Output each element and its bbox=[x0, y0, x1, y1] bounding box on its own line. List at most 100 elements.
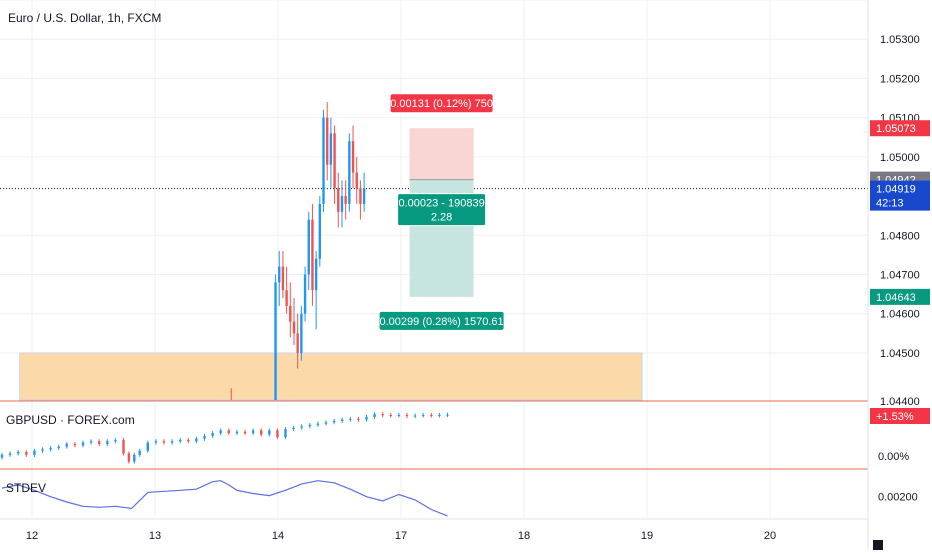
stdev-indicator-label: STDEV bbox=[6, 481, 46, 495]
compare-candle-body bbox=[179, 439, 182, 442]
compare-candle-body bbox=[211, 433, 214, 436]
candle-24 bbox=[362, 172, 366, 212]
candle-body bbox=[274, 282, 277, 400]
candle-body bbox=[300, 313, 303, 353]
compare-candles bbox=[0, 412, 449, 464]
compare-candle-21 bbox=[162, 439, 166, 445]
compare-candle-4 bbox=[33, 448, 36, 457]
compare-candle-46 bbox=[365, 414, 368, 422]
compare-candle-31 bbox=[243, 429, 247, 436]
candle-body bbox=[337, 188, 340, 212]
compare-candle-body bbox=[446, 414, 449, 416]
risk-reward-label-line2: 2.28 bbox=[431, 212, 452, 224]
compare-candle-20 bbox=[154, 439, 158, 445]
candle-body bbox=[285, 290, 288, 306]
price-tick-label-2: 1.05200 bbox=[880, 73, 920, 85]
compare-candle-body bbox=[324, 422, 328, 424]
compare-symbol-label: GBPUSD · FOREX.com bbox=[6, 413, 135, 427]
candle-17 bbox=[337, 172, 340, 228]
compare-candle-11 bbox=[89, 439, 93, 445]
time-tick-label-0: 12 bbox=[26, 530, 38, 542]
compare-candle-1 bbox=[8, 451, 12, 457]
stop-price-tag-box bbox=[870, 120, 930, 137]
stop-loss-label-box bbox=[390, 94, 493, 113]
candle-3 bbox=[285, 266, 288, 314]
candle-body bbox=[355, 172, 358, 189]
compare-candle-body bbox=[349, 418, 352, 420]
compare-candle-48 bbox=[381, 412, 384, 417]
compare-change-tag-box bbox=[870, 408, 930, 424]
candle-13 bbox=[322, 109, 325, 212]
compare-candle-body bbox=[308, 425, 311, 427]
compare-candle-32 bbox=[251, 428, 255, 436]
compare-candle-body bbox=[154, 441, 158, 443]
compare-candle-45 bbox=[357, 416, 360, 422]
candle-6 bbox=[296, 313, 299, 369]
stop-price-tag: 1.05073 bbox=[876, 123, 916, 135]
compare-candle-2 bbox=[17, 450, 20, 456]
compare-candle-body bbox=[300, 426, 303, 428]
compare-candle-body bbox=[187, 439, 190, 442]
compare-candle-body bbox=[422, 415, 425, 416]
compare-candle-body bbox=[389, 415, 392, 416]
candle-body bbox=[348, 141, 351, 204]
compare-candle-12 bbox=[98, 439, 101, 446]
compare-candle-35 bbox=[276, 428, 279, 440]
compare-candle-body bbox=[251, 430, 255, 434]
compare-candle-44 bbox=[349, 416, 352, 422]
pane-dividers bbox=[0, 400, 932, 520]
compare-candle-body bbox=[357, 418, 360, 420]
compare-candle-14 bbox=[114, 437, 117, 444]
compare-candle-51 bbox=[405, 413, 409, 419]
stdev-axis-tick: 0.00200 bbox=[878, 492, 918, 504]
time-tick-label-1: 13 bbox=[149, 530, 161, 542]
compare-candle-47 bbox=[373, 412, 376, 419]
price-tick-label-8: 1.04500 bbox=[880, 348, 920, 360]
candle-body bbox=[344, 196, 347, 204]
target-price-tag-box bbox=[870, 288, 930, 305]
candle-body bbox=[303, 274, 307, 314]
price-tick-hidden-fragment: 1.04400 bbox=[880, 396, 920, 408]
bar-countdown: 42:13 bbox=[876, 198, 904, 210]
compare-candle-body bbox=[49, 448, 52, 450]
candle-body bbox=[333, 133, 336, 189]
candle-body bbox=[296, 333, 299, 353]
stop-loss-zone[interactable] bbox=[409, 128, 474, 180]
compare-candle-37 bbox=[292, 425, 295, 432]
compare-candle-body bbox=[316, 423, 320, 426]
compare-candle-body bbox=[438, 415, 441, 416]
compare-candle-body bbox=[284, 429, 287, 438]
candle-body bbox=[362, 188, 366, 204]
compare-candle-16 bbox=[127, 451, 131, 464]
compare-candle-body bbox=[260, 430, 263, 435]
price-tick-label-5: 1.04800 bbox=[880, 230, 920, 242]
compare-candle-body bbox=[413, 415, 417, 417]
compare-candle-30 bbox=[235, 429, 239, 436]
compare-candle-body bbox=[122, 439, 125, 454]
candle-body bbox=[292, 321, 296, 334]
compare-candle-43 bbox=[341, 417, 344, 423]
compare-candle-7 bbox=[57, 444, 60, 451]
price-axis[interactable]: 1.053001.052001.051001.050001.048001.047… bbox=[867, 0, 932, 550]
compare-candle-body bbox=[235, 431, 239, 434]
compare-candle-body bbox=[98, 441, 101, 444]
position-tool[interactable]: 0.00131 (0.12%) 750 0.00023 - 190839 2.28 0… bbox=[380, 94, 504, 330]
current-price-tag-box[interactable] bbox=[870, 180, 930, 211]
take-profit-label-box bbox=[379, 311, 504, 330]
compare-candle-body bbox=[227, 430, 230, 434]
candle-15 bbox=[329, 117, 333, 189]
compare-candle-body bbox=[81, 442, 85, 446]
candle-body bbox=[278, 266, 281, 283]
candle-8 bbox=[303, 266, 307, 322]
candle-body bbox=[322, 117, 325, 204]
compare-candle-10 bbox=[81, 440, 85, 448]
compare-candle-body bbox=[106, 441, 109, 444]
compare-candle-17 bbox=[133, 452, 136, 464]
compare-candle-34 bbox=[268, 428, 271, 437]
time-axis[interactable]: 12 13 14 17 18 19 20 bbox=[26, 530, 883, 550]
candle-body bbox=[329, 133, 333, 165]
compare-candle-body bbox=[203, 435, 206, 439]
time-tick-label-2: 14 bbox=[272, 530, 284, 542]
